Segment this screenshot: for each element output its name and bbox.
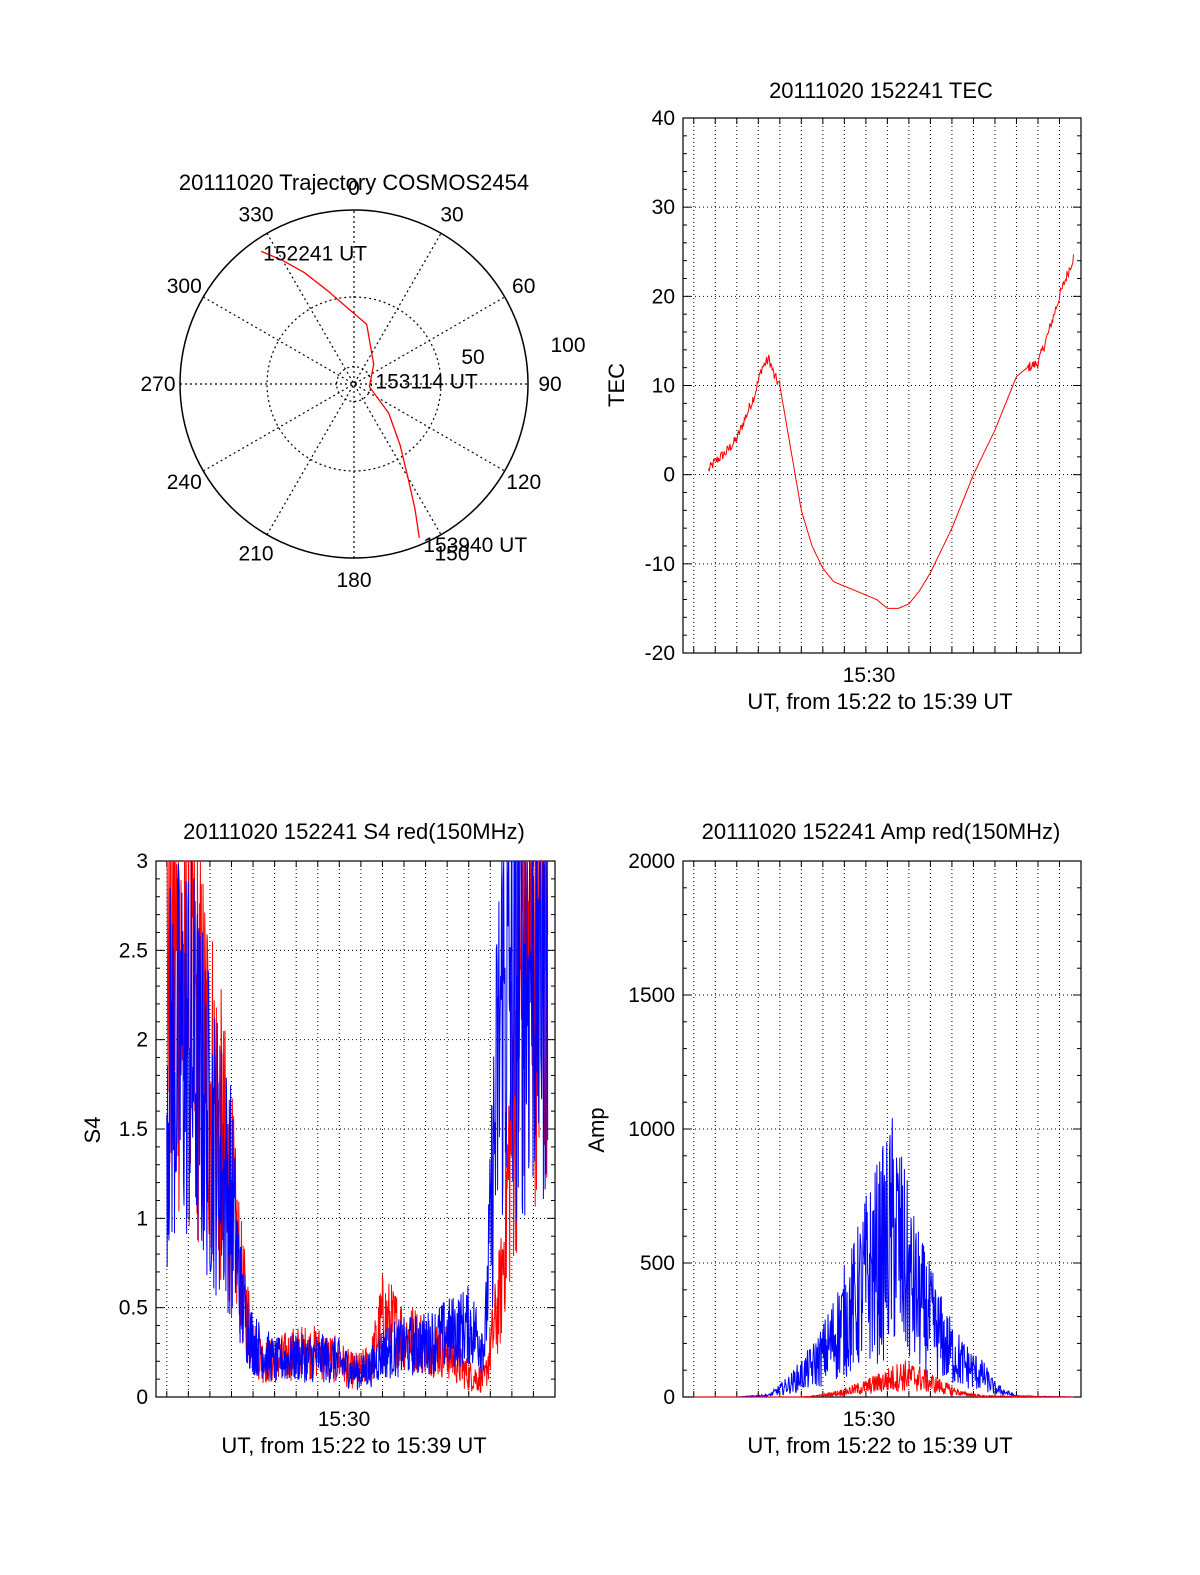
tec-y-ticks: -20 -10 0 10 20 30 40 xyxy=(645,107,675,665)
s4-series xyxy=(166,859,549,1393)
polar-spoke xyxy=(266,233,442,535)
tec-ytick-label: -10 xyxy=(645,553,675,576)
s4-grid xyxy=(155,860,556,1398)
tec-ytick-label: 30 xyxy=(652,196,675,219)
tec-line xyxy=(708,254,1074,609)
tec-ytick-label: 40 xyxy=(652,107,675,130)
polar-radius-label: 50 xyxy=(461,346,484,369)
tec-ytick-label: 0 xyxy=(663,464,675,487)
polar-angle-label: 30 xyxy=(440,203,463,226)
amp-ytick-label: 1000 xyxy=(628,1118,675,1141)
polar-angle-label: 90 xyxy=(538,373,561,396)
polar-angle-labels: 0 30 60 90 120 150 180 210 240 270 300 330 xyxy=(140,177,561,592)
amp-blue-line xyxy=(693,1118,1074,1399)
polar-panel: 20111020 Trajectory COSMOS2454 0 30 60 90 12… xyxy=(140,170,585,592)
polar-angle-label: 120 xyxy=(506,471,541,494)
tec-ytick-label: -20 xyxy=(645,642,675,665)
s4-x-tick: 15:30 xyxy=(318,1408,371,1431)
s4-y-ticks: 0 0.5 1 1.5 2 2.5 3 xyxy=(119,850,148,1409)
polar-angle-label: 60 xyxy=(512,275,535,298)
polar-time-annotation: 152241 UT xyxy=(263,242,367,265)
amp-ytick-label: 1500 xyxy=(628,984,675,1007)
polar-trajectory xyxy=(260,250,420,538)
polar-radius-label: 100 xyxy=(550,334,585,357)
amp-frame xyxy=(682,860,1082,1398)
s4-ytick-label: 0 xyxy=(136,1386,148,1409)
polar-grid xyxy=(179,209,529,559)
s4-panel: 20111020 152241 S4 red(150MHz) 0 0.5 1 1.5 2… xyxy=(80,819,556,1458)
polar-time-annotation: 153940 UT xyxy=(423,534,527,557)
amp-title: 20111020 152241 Amp red(150MHz) xyxy=(702,819,1061,844)
polar-trajectory-line xyxy=(260,250,420,538)
s4-y-label: S4 xyxy=(80,1117,105,1144)
tec-x-tick: 15:30 xyxy=(843,664,896,687)
polar-angle-label: 180 xyxy=(336,569,371,592)
s4-x-label: UT, from 15:22 to 15:39 UT xyxy=(221,1433,486,1458)
amp-grid xyxy=(682,860,1082,1398)
s4-title: 20111020 152241 S4 red(150MHz) xyxy=(183,819,525,844)
s4-frame xyxy=(155,860,556,1398)
amp-ytick-label: 0 xyxy=(663,1386,675,1409)
s4-ytick-label: 3 xyxy=(136,850,148,873)
amp-x-tick: 15:30 xyxy=(843,1408,896,1431)
tec-frame xyxy=(682,117,1082,654)
s4-red-line xyxy=(166,859,549,1393)
tec-series xyxy=(708,254,1074,609)
polar-angle-label: 300 xyxy=(167,275,202,298)
tec-panel: 20111020 152241 TEC -20 -10 0 10 20 30 40 15:3… xyxy=(604,78,1082,714)
polar-annotations: 152241 UT 153114 UT 153940 UT xyxy=(263,242,527,556)
amp-y-label: Amp xyxy=(584,1107,609,1152)
polar-spoke xyxy=(203,296,505,472)
s4-ytick-label: 1 xyxy=(136,1207,148,1230)
s4-ytick-label: 0.5 xyxy=(119,1297,148,1320)
polar-radius-labels: 50 100 xyxy=(461,334,585,369)
s4-ytick-label: 2.5 xyxy=(119,939,148,962)
s4-blue-line xyxy=(166,860,549,1391)
tec-grid xyxy=(682,117,1082,654)
amp-series xyxy=(693,1118,1074,1399)
polar-angle-label: 240 xyxy=(167,471,202,494)
amp-ytick-label: 2000 xyxy=(628,850,675,873)
tec-title: 20111020 152241 TEC xyxy=(769,78,993,103)
polar-angle-label: 150 xyxy=(434,543,469,566)
tec-ytick-label: 10 xyxy=(652,375,675,398)
polar-spoke xyxy=(266,233,442,535)
polar-angle-label: 0 xyxy=(348,177,360,200)
amp-red-line xyxy=(693,1360,1074,1398)
polar-time-annotation: 153114 UT xyxy=(375,371,478,394)
polar-title: 20111020 Trajectory COSMOS2454 xyxy=(179,170,529,195)
polar-spoke xyxy=(203,296,505,472)
s4-ytick-label: 2 xyxy=(136,1029,148,1052)
tec-x-label: UT, from 15:22 to 15:39 UT xyxy=(747,689,1012,714)
amp-y-ticks: 0 500 1000 1500 2000 xyxy=(628,850,675,1409)
polar-angle-label: 330 xyxy=(238,203,273,226)
tec-y-label: TEC xyxy=(604,363,629,407)
amp-panel: 20111020 152241 Amp red(150MHz) 0 500 1000… xyxy=(584,819,1082,1458)
amp-x-label: UT, from 15:22 to 15:39 UT xyxy=(747,1433,1012,1458)
amp-ytick-label: 500 xyxy=(640,1252,675,1275)
s4-ytick-label: 1.5 xyxy=(119,1118,148,1141)
polar-angle-label: 210 xyxy=(238,543,273,566)
tec-ytick-label: 20 xyxy=(652,285,675,308)
polar-angle-label: 270 xyxy=(140,373,175,396)
